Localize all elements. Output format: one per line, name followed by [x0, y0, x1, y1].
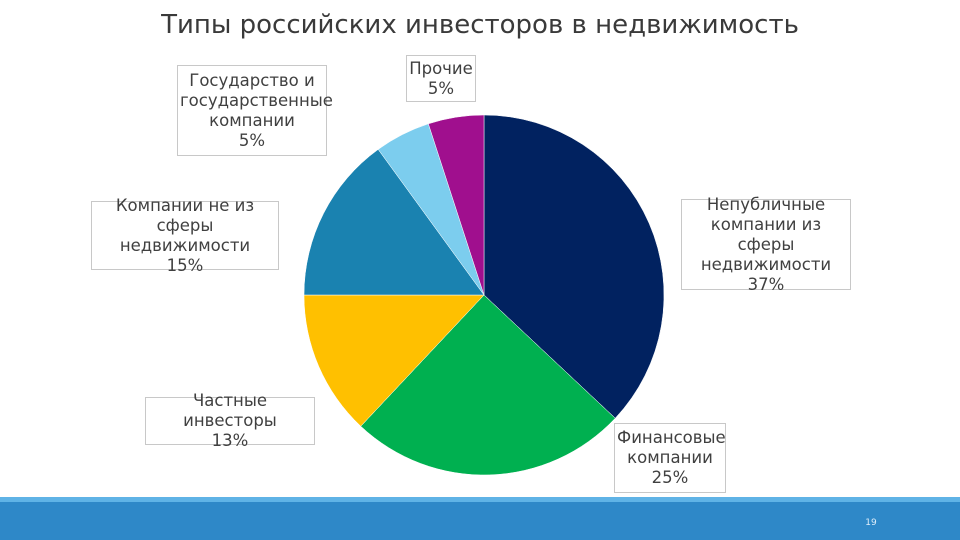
pie-slice-0 [483, 114, 665, 419]
label-line: компании из сферы [710, 214, 822, 254]
label-line: Государство и [189, 70, 315, 90]
pie-slice-5 [428, 114, 485, 296]
label-line: Финансовые [617, 428, 726, 447]
slice-label-non-realestate: Компании не из сферы недвижимости 15% [91, 196, 279, 275]
page-number: 19 [865, 518, 877, 528]
label-line: Прочие [409, 58, 473, 78]
label-percent: 15% [166, 255, 204, 275]
slice-label-private: Частные инвесторы 13% [145, 391, 315, 450]
label-line: государственные [180, 90, 333, 110]
footer-bar [0, 497, 960, 540]
label-line: сферы недвижимости [119, 215, 251, 255]
label-percent: 13% [211, 431, 249, 450]
slice-label-state: Государство и государственные компании 5… [177, 65, 333, 156]
pie-slice-1 [360, 294, 616, 476]
slice-label-financial: Финансовые компании 25% [614, 423, 726, 493]
pie-slices [303, 114, 665, 476]
label-percent: 5% [238, 130, 266, 150]
pie-slice-2 [303, 294, 485, 427]
label-percent: 5% [427, 78, 455, 98]
slice-label-nonpublic-realestate: Непубличные компании из сферы недвижимос… [681, 195, 851, 294]
footer-stripe [0, 497, 960, 502]
label-line: компании [627, 448, 713, 467]
chart-title: Типы российских инвесторов в недвижимост… [161, 10, 799, 40]
label-line: Непубличные [706, 194, 826, 214]
label-percent: 37% [747, 274, 785, 294]
label-line: компании [209, 110, 295, 130]
label-line: недвижимости [700, 254, 832, 274]
label-line: Частные инвесторы [183, 391, 277, 430]
pie-slice-3 [303, 149, 485, 296]
label-percent: 25% [651, 468, 689, 487]
slice-label-other: Прочие 5% [406, 55, 476, 102]
label-line: Компании не из [115, 195, 255, 215]
